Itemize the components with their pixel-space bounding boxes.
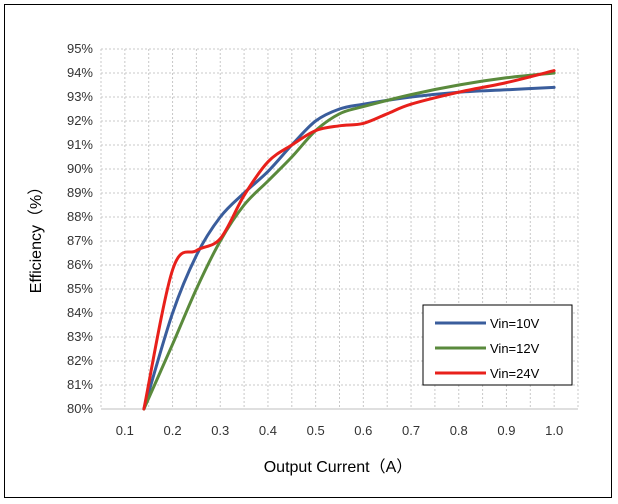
x-axis-title: Output Current（A）: [264, 458, 413, 476]
x-tick-label: 1.0: [545, 423, 563, 438]
y-axis-ticks: 80% 81% 82% 83% 84% 85% 86% 87% 88% 89% 90% 91% 92% 9…: [67, 41, 93, 416]
y-tick-label: 81%: [67, 377, 93, 392]
legend: Vin=10V Vin=12V Vin=24V: [422, 304, 573, 386]
y-tick-label: 93%: [67, 89, 93, 104]
y-tick-label: 89%: [67, 185, 93, 200]
y-tick-label: 94%: [67, 65, 93, 80]
y-tick-label: 84%: [67, 305, 93, 320]
legend-label: Vin=24V: [490, 366, 540, 381]
y-tick-label: 90%: [67, 161, 93, 176]
x-tick-label: 0.7: [402, 423, 420, 438]
y-tick-label: 85%: [67, 281, 93, 296]
y-tick-label: 95%: [67, 41, 93, 56]
y-axis-title: Efficiency（%）: [27, 179, 45, 293]
y-tick-label: 88%: [67, 209, 93, 224]
x-axis-ticks: 0.1 0.2 0.3 0.4 0.5 0.6 0.7 0.8 0.9 1.0: [116, 423, 563, 438]
x-tick-label: 0.8: [450, 423, 468, 438]
x-tick-label: 0.4: [259, 423, 277, 438]
legend-label: Vin=12V: [490, 341, 540, 356]
x-tick-label: 0.9: [497, 423, 515, 438]
x-tick-label: 0.3: [211, 423, 229, 438]
x-tick-label: 0.5: [307, 423, 325, 438]
series-line-3: [142, 69, 556, 411]
series-lines: [142, 69, 556, 411]
y-tick-label: 92%: [67, 113, 93, 128]
y-tick-label: 87%: [67, 233, 93, 248]
y-tick-label: 86%: [67, 257, 93, 272]
y-tick-label: 91%: [67, 137, 93, 152]
y-tick-label: 82%: [67, 353, 93, 368]
y-tick-label: 83%: [67, 329, 93, 344]
x-tick-label: 0.6: [354, 423, 372, 438]
x-tick-label: 0.1: [116, 423, 134, 438]
y-tick-label: 80%: [67, 401, 93, 416]
x-tick-label: 0.2: [164, 423, 182, 438]
legend-label: Vin=10V: [490, 316, 540, 331]
series-line-2: [142, 71, 556, 411]
chart-frame: [4, 4, 612, 498]
